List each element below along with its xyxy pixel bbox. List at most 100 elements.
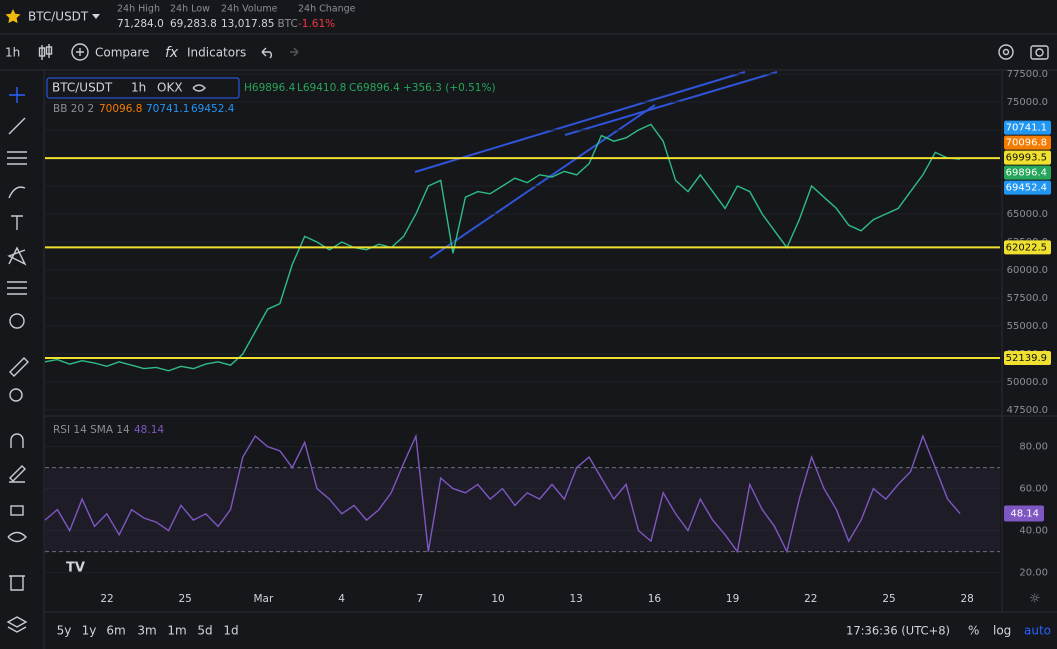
indicators-icon[interactable]: fx	[165, 45, 179, 61]
y-tick-label: 75000.0	[1007, 97, 1048, 108]
range-button[interactable]: 3m	[137, 624, 156, 638]
ruler-tool[interactable]	[9, 357, 29, 377]
legend-change: +356.3 (+0.51%)	[403, 82, 496, 94]
auto-toggle[interactable]: auto	[1024, 624, 1051, 638]
lock-drawing-tool[interactable]	[9, 465, 26, 483]
time-settings[interactable]: ☼	[1029, 592, 1041, 607]
x-tick-label: 25	[179, 593, 192, 605]
y-tick-label: 65000.0	[1007, 209, 1048, 220]
bb-lower: 69452.4	[191, 103, 235, 115]
x-tick-label: Mar	[253, 593, 273, 605]
emoji-tool[interactable]	[9, 313, 25, 329]
range-button[interactable]: 5y	[57, 624, 72, 638]
tv-logo: TV	[66, 561, 85, 576]
pattern-tool[interactable]	[7, 246, 27, 266]
trendline-tool[interactable]	[8, 117, 26, 135]
y-tick-label: 60.00	[1019, 484, 1048, 495]
price-tag-label: 62022.5	[1006, 242, 1047, 253]
stat-label: 24h Low	[170, 4, 210, 15]
drawing-toolbar	[6, 87, 29, 633]
price-tag	[1004, 165, 1051, 180]
redo[interactable]	[290, 47, 299, 57]
indicators-button[interactable]: Indicators	[187, 46, 246, 60]
y-tick-label: 80.00	[1019, 442, 1048, 453]
price-tag	[1004, 240, 1051, 255]
interval[interactable]: 1h	[5, 46, 20, 60]
chart-type-icon[interactable]	[38, 44, 53, 60]
y-tick-label: 60000.0	[1007, 265, 1048, 276]
screenshot[interactable]	[1035, 48, 1044, 57]
bb-label: BB 20 2	[53, 103, 94, 115]
range-button[interactable]: 6m	[106, 624, 125, 638]
y-tick-label: 57500.0	[1007, 293, 1048, 304]
legend-close: C69896.4	[349, 82, 400, 94]
y-tick-label: 20.00	[1019, 568, 1048, 579]
price-tag-label: 52139.9	[1006, 353, 1047, 364]
x-tick-label: 7	[416, 593, 423, 605]
x-tick-label: 25	[882, 593, 895, 605]
screenshot[interactable]	[1030, 45, 1049, 60]
bb-upper: 70741.1	[146, 103, 189, 115]
stat-unit: BTC	[277, 18, 297, 30]
settings[interactable]	[1002, 48, 1010, 56]
legend-low: L69410.8	[297, 82, 346, 94]
range-button[interactable]: 1d	[223, 624, 238, 638]
y-tick-label: 55000.0	[1007, 321, 1048, 332]
x-tick-label: 19	[726, 593, 739, 605]
hide-icon[interactable]	[192, 84, 206, 92]
x-tick-label: 13	[570, 593, 583, 605]
trendline[interactable]	[414, 71, 746, 173]
range-button[interactable]: 1y	[82, 624, 97, 638]
layers-tool[interactable]	[6, 616, 28, 633]
zoom-tool[interactable]	[9, 388, 23, 402]
rsi-value: 48.14	[134, 424, 164, 436]
delete-tool[interactable]	[9, 575, 25, 591]
prediction-tool[interactable]	[7, 281, 27, 295]
trendline[interactable]	[564, 71, 778, 136]
price-tag	[1004, 135, 1051, 150]
trendline[interactable]	[429, 104, 656, 259]
price-tag-label: 69993.5	[1006, 153, 1047, 164]
compare-icon[interactable]	[71, 43, 89, 61]
compare-icon[interactable]	[76, 48, 84, 56]
stat-value: 13,017.85	[221, 18, 274, 30]
series-line	[44, 123, 961, 372]
x-tick-label: 4	[338, 593, 345, 605]
stat-label: 24h Volume	[221, 4, 278, 15]
range-button[interactable]: 5d	[197, 624, 212, 638]
text-tool[interactable]	[11, 215, 23, 230]
price-tag	[1004, 120, 1051, 135]
y-tick-label: 47500.0	[1007, 405, 1048, 416]
legend-box	[46, 77, 240, 99]
magnet-tool[interactable]	[10, 433, 24, 448]
stat-label: 24h High	[117, 4, 160, 15]
series-line	[44, 433, 961, 554]
y-tick-label: 40.00	[1019, 526, 1048, 537]
compare-button[interactable]: Compare	[95, 46, 149, 60]
price-tag-label: 70096.8	[1006, 138, 1047, 149]
log-toggle[interactable]: log	[993, 624, 1011, 638]
price-tag	[1004, 150, 1051, 165]
lock-tool[interactable]	[10, 505, 24, 516]
price-tag-label: 69452.4	[1006, 183, 1047, 194]
settings[interactable]	[998, 44, 1014, 60]
undo[interactable]	[261, 47, 272, 59]
crosshair-tool[interactable]	[9, 87, 25, 103]
legend-interval: 1h	[131, 81, 146, 95]
fib-tool[interactable]	[7, 151, 27, 165]
stat-label: 24h Change	[298, 4, 356, 15]
stat-value: 69,283.8	[170, 18, 217, 30]
visibility-tool[interactable]	[7, 531, 27, 543]
legend-symbol[interactable]: BTC/USDT	[52, 81, 113, 95]
value-tag-label: 48.14	[1010, 509, 1039, 520]
x-tick-label: 10	[491, 593, 504, 605]
favorite-star[interactable]	[5, 9, 21, 24]
price-tag-label: 69896.4	[1006, 168, 1047, 179]
range-button[interactable]: 1m	[167, 624, 186, 638]
percent-toggle[interactable]: %	[968, 624, 979, 638]
symbol-dropdown[interactable]	[92, 14, 100, 19]
price-tag-label: 70741.1	[1006, 123, 1047, 134]
legend-exchange: OKX	[157, 81, 183, 95]
symbol[interactable]: BTC/USDT	[28, 10, 89, 24]
brush-tool[interactable]	[8, 186, 26, 199]
